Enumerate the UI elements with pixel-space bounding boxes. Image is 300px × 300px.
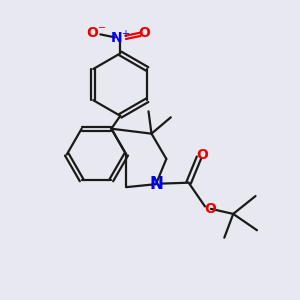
Text: O: O <box>139 26 151 40</box>
Text: $\mathregular{N}^{+}$: $\mathregular{N}^{+}$ <box>110 29 131 46</box>
Text: N: N <box>149 176 163 194</box>
Text: O: O <box>196 148 208 162</box>
Text: O: O <box>204 202 216 216</box>
Text: $\mathregular{O}^{-}$: $\mathregular{O}^{-}$ <box>86 26 107 40</box>
